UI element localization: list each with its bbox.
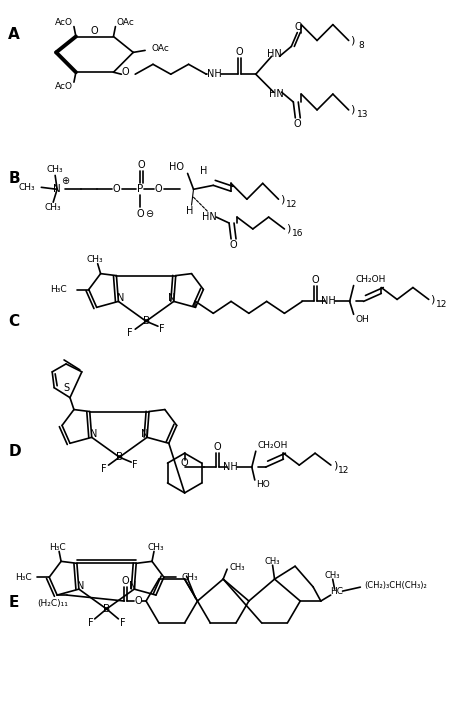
Text: O: O [181, 458, 189, 468]
Text: CH₂OH: CH₂OH [258, 441, 288, 450]
Text: F: F [128, 328, 133, 338]
Text: 12: 12 [338, 465, 349, 474]
Text: 16: 16 [292, 229, 303, 239]
Text: N: N [53, 184, 61, 194]
Text: H: H [186, 206, 193, 216]
Text: H₃C: H₃C [50, 285, 67, 294]
Text: S: S [63, 383, 69, 393]
Text: F: F [159, 324, 164, 334]
Text: CH₃: CH₃ [229, 563, 245, 572]
Text: O: O [293, 119, 301, 128]
Text: CH₃: CH₃ [265, 557, 280, 566]
Text: HN: HN [269, 89, 284, 99]
Text: N: N [77, 581, 84, 591]
Text: ): ) [286, 224, 291, 234]
Text: H₃C: H₃C [15, 573, 31, 582]
Text: (CH₂)₃CH(CH₃)₂: (CH₂)₃CH(CH₃)₂ [365, 580, 427, 590]
Text: O: O [113, 184, 120, 194]
Text: ): ) [333, 460, 337, 470]
Text: (H₂C)₁₁: (H₂C)₁₁ [37, 599, 68, 608]
Text: F: F [119, 618, 125, 628]
Text: N: N [117, 294, 124, 304]
Text: A: A [9, 28, 20, 42]
Text: H: H [200, 167, 207, 176]
Text: P: P [137, 184, 143, 194]
Text: ⊕: ⊕ [61, 176, 69, 186]
Text: HN: HN [202, 212, 217, 222]
Text: N: N [128, 581, 136, 591]
Text: B: B [103, 604, 110, 614]
Text: HO: HO [256, 481, 270, 489]
Text: E: E [9, 594, 19, 610]
Text: OAc: OAc [117, 18, 134, 27]
Text: AcO: AcO [55, 18, 73, 27]
Text: O: O [134, 596, 142, 606]
Text: D: D [9, 444, 21, 459]
Text: B: B [116, 452, 123, 462]
Text: CH₃: CH₃ [86, 256, 103, 264]
Text: 12: 12 [436, 300, 447, 309]
Text: CH₃: CH₃ [182, 573, 198, 582]
Text: H₃C: H₃C [49, 543, 65, 552]
Text: NH: NH [207, 69, 222, 79]
Text: CH₃: CH₃ [147, 543, 164, 552]
Text: O: O [121, 576, 129, 586]
Text: F: F [88, 618, 93, 628]
Text: OH: OH [356, 315, 369, 324]
Text: NH: NH [320, 297, 335, 306]
Text: O: O [229, 240, 237, 250]
Text: O: O [91, 25, 99, 35]
Text: CH₃: CH₃ [325, 570, 340, 580]
Text: N: N [141, 429, 149, 439]
Text: N: N [168, 294, 175, 304]
Text: AcO: AcO [55, 82, 73, 90]
Text: CH₃: CH₃ [19, 183, 36, 192]
Text: ⊖: ⊖ [145, 209, 153, 219]
Text: HO: HO [169, 162, 183, 172]
Text: CH₃: CH₃ [45, 203, 62, 212]
Text: HN: HN [267, 49, 282, 59]
Text: O: O [137, 209, 144, 219]
Text: B: B [143, 316, 150, 326]
Text: NH: NH [223, 462, 237, 472]
Text: ): ) [280, 194, 285, 204]
Text: O: O [311, 275, 319, 285]
Text: 13: 13 [357, 110, 368, 119]
Text: 8: 8 [359, 41, 365, 50]
Text: HC: HC [330, 587, 343, 596]
Text: CH₂OH: CH₂OH [356, 275, 386, 284]
Text: ): ) [430, 294, 435, 304]
Text: N: N [90, 429, 97, 439]
Text: O: O [154, 184, 162, 194]
Text: O: O [121, 67, 129, 77]
Text: O: O [235, 47, 243, 57]
Text: OAc: OAc [151, 44, 169, 53]
Text: O: O [294, 22, 302, 32]
Text: B: B [9, 171, 20, 186]
Text: ): ) [350, 35, 355, 45]
Text: F: F [101, 464, 106, 474]
Text: C: C [9, 314, 19, 330]
Text: O: O [213, 442, 221, 453]
Text: 12: 12 [286, 200, 297, 209]
Text: CH₃: CH₃ [47, 165, 64, 174]
Text: ): ) [350, 105, 355, 115]
Text: F: F [132, 460, 138, 470]
Text: O: O [137, 160, 145, 170]
